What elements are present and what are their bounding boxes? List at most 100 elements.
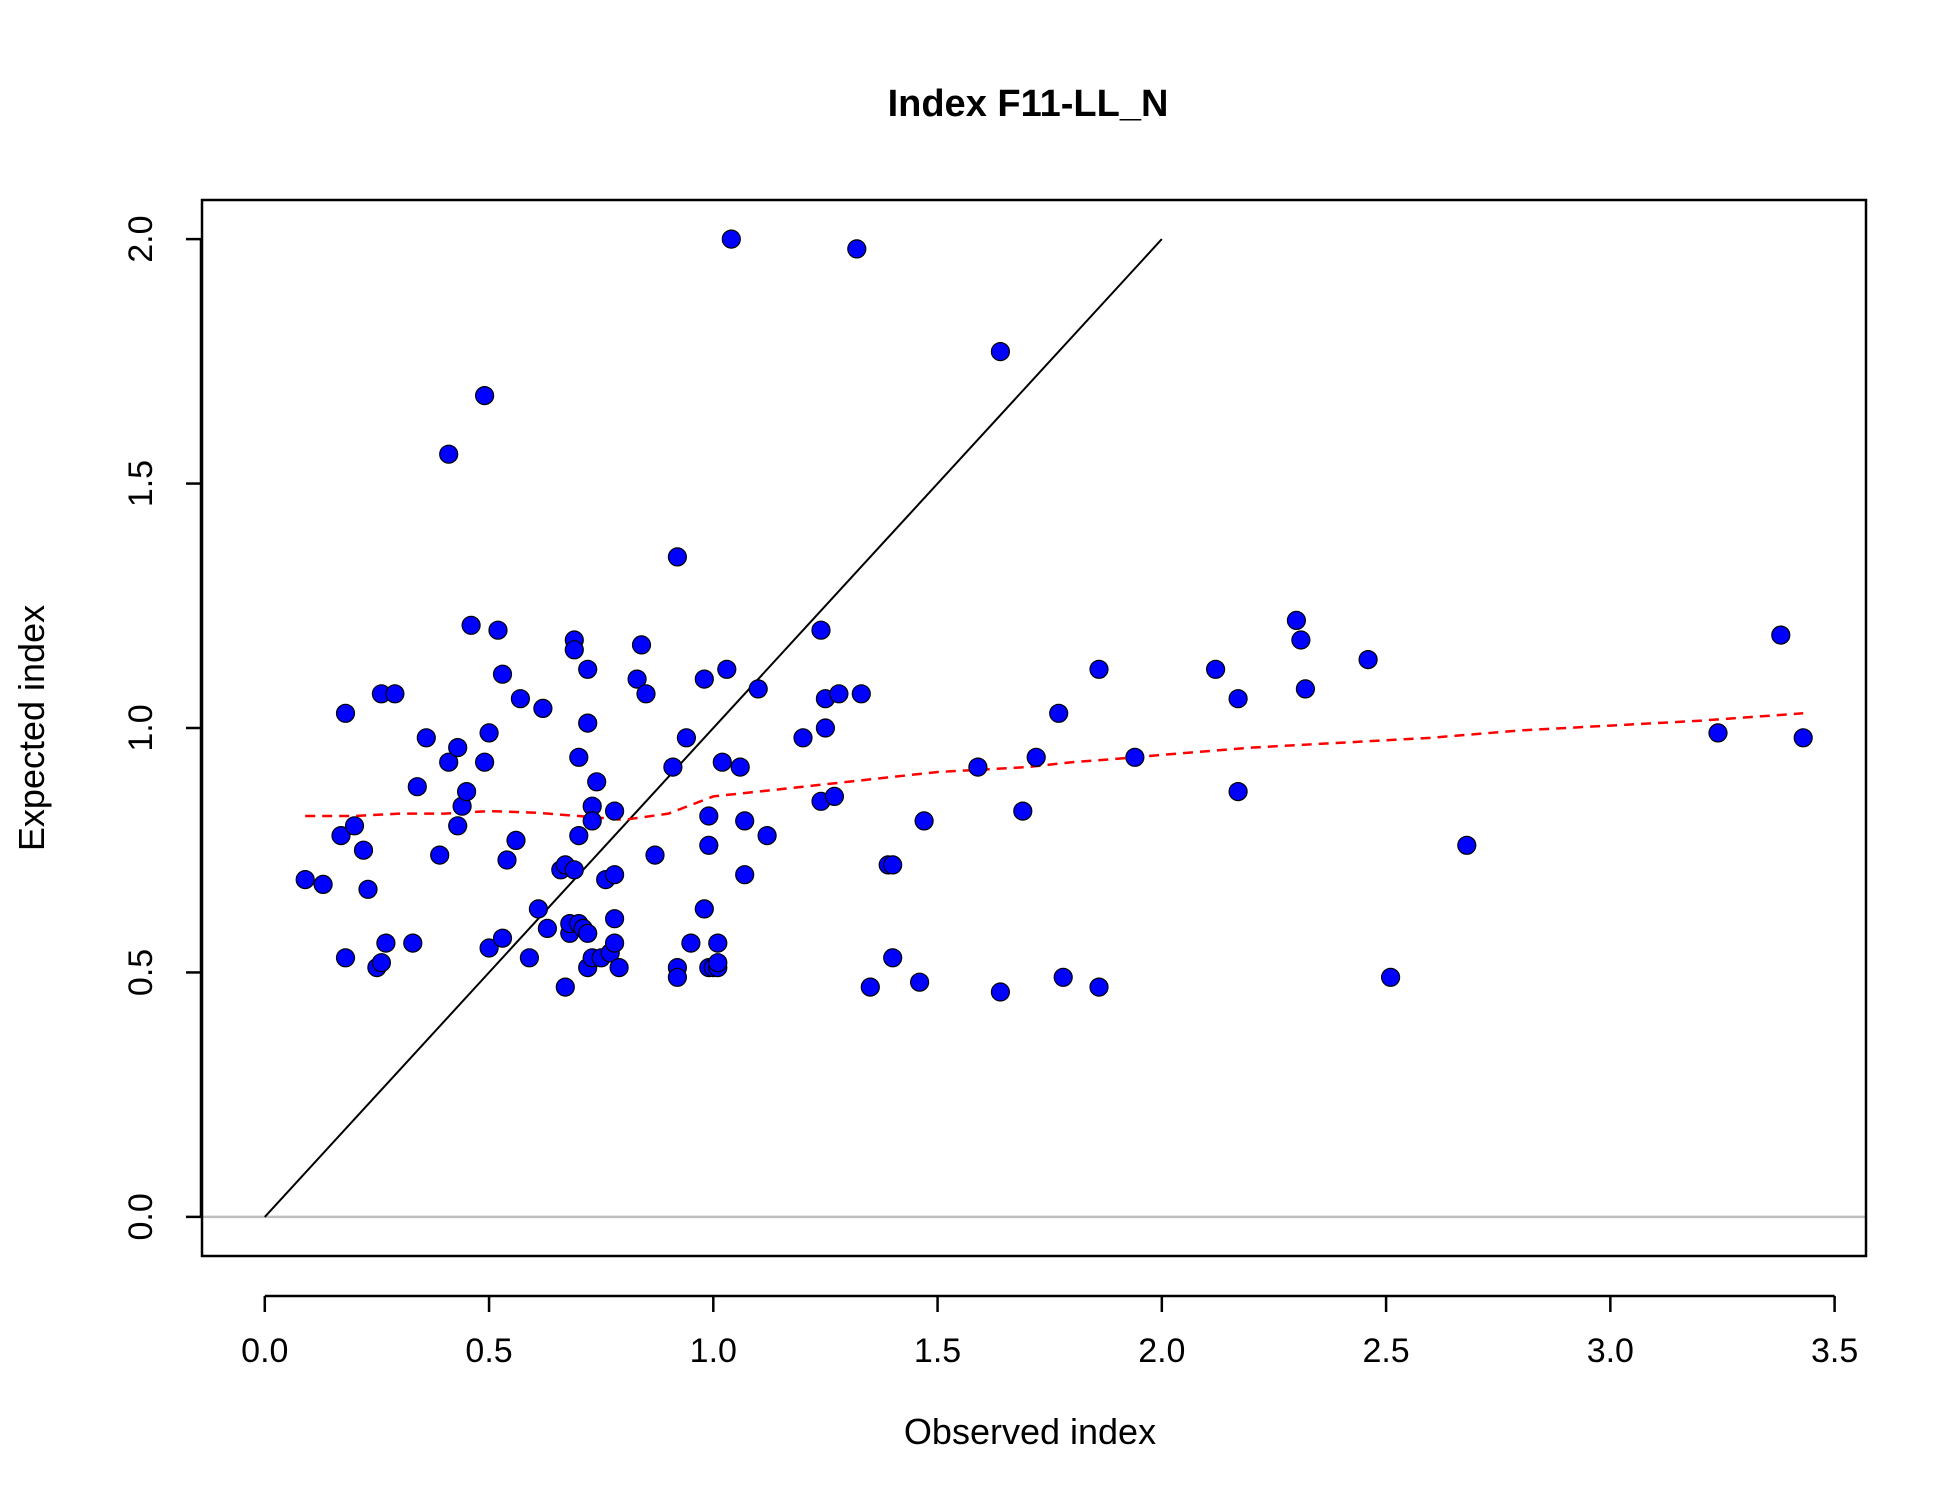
data-point [1228,689,1248,709]
x-tick-label: 1.0 [690,1332,737,1370]
data-point [604,933,625,953]
data-point [1295,679,1316,699]
data-point [497,850,517,870]
data-point [712,752,732,772]
data-point [537,918,558,939]
data-point [699,806,719,826]
data-point [1205,659,1226,679]
data-point [1358,649,1378,670]
data-point [564,640,584,660]
data-point [968,757,988,777]
data-point [555,977,575,997]
data-point [448,816,468,836]
data-point [479,723,499,743]
data-point [847,239,867,259]
data-point [461,615,481,635]
data-point [475,752,495,772]
data-point [636,684,656,704]
data-point [353,840,374,860]
data-point [883,855,903,875]
data-point [645,845,665,865]
data-point [358,879,378,899]
data-point [909,972,930,992]
data-point [488,620,508,640]
data-point [717,659,737,679]
data-point [1026,747,1046,767]
y-tick-label: 2.0 [122,215,160,262]
data-point [824,786,845,807]
data-point [313,874,333,895]
y-axis-label: Expected index [11,605,52,851]
data-point [587,772,607,792]
data-point [331,825,351,846]
data-point [569,747,589,767]
data-point [569,825,589,846]
data-point [1089,977,1109,997]
data-point [439,752,459,772]
data-point [376,933,396,953]
x-tick-label: 2.5 [1362,1332,1409,1370]
data-point [1793,728,1813,748]
data-point [1457,835,1477,855]
data-point [609,957,629,978]
data-point [457,781,477,802]
data-point [1286,610,1307,631]
data-point [492,664,513,684]
data-point [564,860,584,880]
data-point [815,718,836,738]
data-point [735,865,755,885]
x-tick-label: 3.0 [1587,1332,1634,1370]
data-point [1291,630,1311,650]
data-point [708,953,728,973]
data-point [1089,659,1109,679]
data-point [430,845,450,865]
data-point [506,830,526,851]
plot-area [202,229,1866,1219]
data-point [860,977,880,997]
data-point [667,967,688,987]
data-point [528,899,549,919]
data-point [730,757,750,777]
data-point [582,811,602,831]
data-point [1771,625,1791,645]
y-tick-label: 0.0 [122,1193,160,1240]
data-point [448,737,468,758]
data-point [439,444,459,464]
x-axis: 0.0 0.5 1.0 1.5 2.0 2.5 3.0 3.5 [241,1294,1858,1370]
data-point [1380,967,1401,987]
data-point [519,948,540,968]
data-point [371,953,391,973]
data-point [479,938,499,958]
data-point [385,684,405,704]
data-point [667,547,688,567]
data-point [335,703,356,723]
x-tick-label: 0.0 [241,1332,288,1370]
data-point [604,909,625,929]
data-point [578,659,598,679]
data-point [1708,723,1728,743]
data-point [344,816,365,836]
data-point [631,635,652,655]
x-tick-label: 3.5 [1811,1332,1858,1370]
data-point [708,933,728,953]
data-point [694,899,714,919]
x-tick-label: 0.5 [465,1332,512,1370]
data-point [757,825,777,846]
data-point [811,620,831,640]
data-point [1228,781,1248,802]
data-point [851,684,871,704]
identity-line [264,238,1163,1218]
y-axis: 0.0 0.5 1.0 1.5 2.0 [122,215,203,1241]
data-point [510,689,531,709]
y-tick-label: 0.5 [122,949,160,996]
data-point [295,869,315,890]
data-point [694,669,714,689]
data-point [1013,801,1033,821]
data-point [748,679,768,699]
data-point [914,811,934,831]
data-point [416,728,436,748]
data-point [604,865,625,885]
data-point [403,933,423,953]
